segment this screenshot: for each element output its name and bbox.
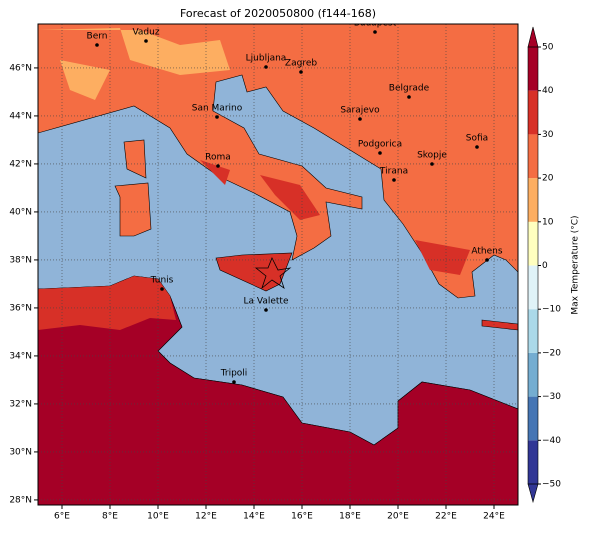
colorbar-tick-label: −20 <box>542 348 561 358</box>
city-label: Sarajevo <box>340 106 380 116</box>
colorbar-bin <box>528 47 538 91</box>
city-label: San Marino <box>192 104 243 114</box>
y-tick-label: 44°N <box>9 111 32 121</box>
city-dot <box>358 117 362 121</box>
city-label: Tunis <box>150 276 174 286</box>
city-label: Sofia <box>466 134 488 144</box>
colorbar-tick-label: −30 <box>542 392 561 402</box>
city-label: Zagreb <box>285 59 317 69</box>
y-tick-label: 40°N <box>9 207 32 217</box>
colorbar-bin <box>528 265 538 310</box>
x-tick-label: 18°E <box>339 512 361 522</box>
city-label: Ljubljana <box>246 54 287 64</box>
colorbar-bin <box>528 440 538 484</box>
city-dot <box>373 30 377 34</box>
colorbar-tick-label: −40 <box>542 436 561 446</box>
crete <box>481 319 518 331</box>
graticule <box>38 24 518 505</box>
colorbar-extend-bottom <box>527 483 539 504</box>
star-marker <box>254 257 292 290</box>
x-tick-label: 10°E <box>147 512 169 522</box>
colorbar-tick-label: 0 <box>542 261 548 271</box>
colorbar-tick-label: 20 <box>542 174 554 184</box>
city-label: La Valette <box>244 297 289 307</box>
x-tick-label: 14°E <box>243 512 265 522</box>
map-title: Forecast of 2020050800 (f144-168) <box>180 7 376 20</box>
city-dot <box>264 65 268 69</box>
colorbar: −50 −40 −30 −20 −10 0 10 20 30 40 50 <box>527 26 561 504</box>
city-dot <box>216 164 220 168</box>
y-tick-label: 34°N <box>9 351 32 361</box>
colorbar-tick-label: 10 <box>542 217 554 227</box>
city-label: Athens <box>471 247 502 257</box>
africa-coast <box>38 276 176 330</box>
y-tick-label: 38°N <box>9 255 32 265</box>
y-tick-label: 28°N <box>9 495 32 505</box>
sicily <box>215 252 293 292</box>
city-dot <box>485 258 489 262</box>
colorbar-tick-label: 40 <box>542 86 554 96</box>
colorbar-bin <box>528 178 538 222</box>
corsica <box>123 139 147 179</box>
colorbar-bin <box>528 396 538 441</box>
y-tick-label: 42°N <box>9 159 32 169</box>
y-tick-label: 46°N <box>9 63 32 73</box>
colorbar-tick-label: −10 <box>542 305 561 315</box>
colorbar-bin <box>528 309 538 353</box>
colorbar-extend-top <box>527 26 539 48</box>
alps-cool <box>38 28 230 100</box>
colorbar-label: Max Temperature (°C) <box>571 215 581 314</box>
x-tick-label: 12°E <box>195 512 217 522</box>
city-dot <box>144 39 148 43</box>
x-tick-label: 20°E <box>387 512 409 522</box>
city-label: Budapest <box>354 19 397 29</box>
city-label: Belgrade <box>389 84 430 94</box>
x-tick-label: 16°E <box>291 512 313 522</box>
city-label: Tripoli <box>220 369 248 379</box>
city-dot <box>378 151 382 155</box>
city-dot <box>160 287 164 291</box>
colorbar-tick-label: −50 <box>542 480 561 490</box>
city-label: Skopje <box>417 151 447 161</box>
colorbar-bin <box>528 134 538 179</box>
city-dot <box>95 43 99 47</box>
sardinia <box>114 182 152 237</box>
city-dot <box>215 115 219 119</box>
y-tick-label: 36°N <box>9 303 32 313</box>
city-label: Roma <box>205 153 231 163</box>
city-dot <box>299 70 303 74</box>
colorbar-tick-label: 50 <box>542 43 554 53</box>
x-tick-label: 24°E <box>483 512 505 522</box>
colorbar-bin <box>528 352 538 397</box>
city-label: Tirana <box>379 167 408 177</box>
y-tick-label: 30°N <box>9 447 32 457</box>
colorbar-bin <box>528 221 538 266</box>
colorbar-tick-label: 30 <box>542 130 554 140</box>
map-frame <box>37 23 519 506</box>
city-label: Vaduz <box>132 28 159 38</box>
colorbar-bin <box>528 90 538 135</box>
city-dot <box>232 380 236 384</box>
city-label: Bern <box>87 32 108 42</box>
city-dot <box>407 95 411 99</box>
axes: 6°E 8°E 10°E 12°E 14°E 16°E 18°E 20°E 22°E 24°E 28… <box>9 63 505 521</box>
x-tick-label: 22°E <box>435 512 457 522</box>
x-tick-label: 8°E <box>102 512 118 522</box>
city-label: Podgorica <box>358 140 402 150</box>
y-tick-label: 32°N <box>9 399 32 409</box>
city-dot <box>392 178 396 182</box>
city-dot <box>264 308 268 312</box>
city-dot <box>475 145 479 149</box>
x-tick-label: 6°E <box>54 512 70 522</box>
warm-land <box>200 160 470 275</box>
city-dot <box>430 162 434 166</box>
